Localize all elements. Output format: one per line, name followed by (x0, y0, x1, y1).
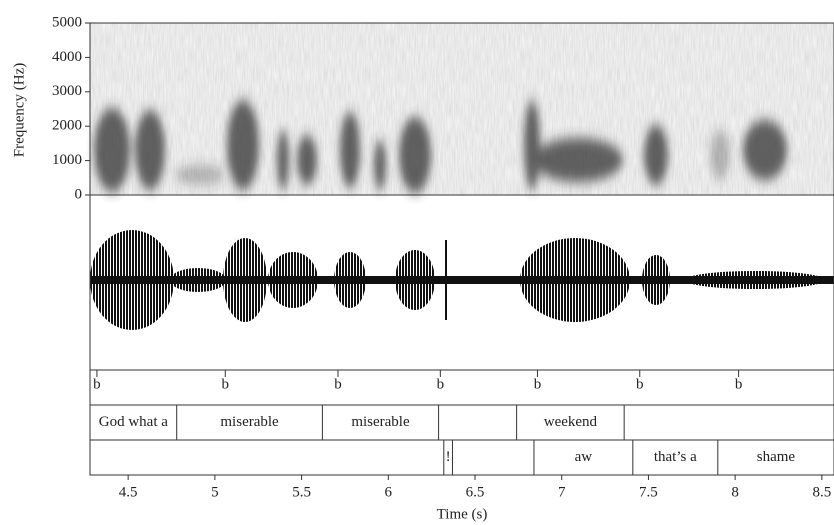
interval-label: God what a (99, 414, 168, 430)
y-tick-label: 5000 (52, 14, 82, 30)
y-tick-label: 2000 (52, 118, 82, 134)
point-label: b (437, 376, 445, 392)
point-label: b (735, 376, 743, 392)
y-tick-label: 1000 (52, 152, 82, 168)
x-tick-label: 5.5 (292, 484, 311, 500)
point-label: b (334, 376, 342, 392)
y-tick-label: 4000 (52, 49, 82, 65)
point-label: b (636, 376, 644, 392)
spectrogram-image (90, 23, 834, 195)
point-label: b (534, 376, 542, 392)
interval-label: miserable (351, 414, 410, 430)
interval-label: weekend (544, 414, 598, 430)
x-tick-label: 4.5 (119, 484, 138, 500)
x-tick-label: 5 (211, 484, 219, 500)
x-tick-label: 6.5 (466, 484, 485, 500)
x-tick-label: 7 (558, 484, 566, 500)
x-tick-label: 8.5 (812, 484, 831, 500)
x-tick-label: 6 (385, 484, 393, 500)
interval-label: miserable (220, 414, 279, 430)
frame (89, 22, 834, 476)
point-label: b (93, 376, 101, 392)
interval-label: that’s a (654, 449, 697, 465)
y-tick-label: 0 (75, 186, 83, 202)
y-axis-label: Frequency (Hz) (11, 63, 27, 158)
point-label: b (222, 376, 230, 392)
x-tick-label: 7.5 (639, 484, 658, 500)
interval-label: ! (446, 449, 451, 465)
interval-label: shame (757, 449, 796, 465)
x-axis-label: Time (s) (437, 506, 488, 522)
x-tick-label: 8 (731, 484, 739, 500)
waveform (90, 230, 834, 330)
y-tick-label: 3000 (52, 83, 82, 99)
interval-label: aw (575, 449, 593, 465)
